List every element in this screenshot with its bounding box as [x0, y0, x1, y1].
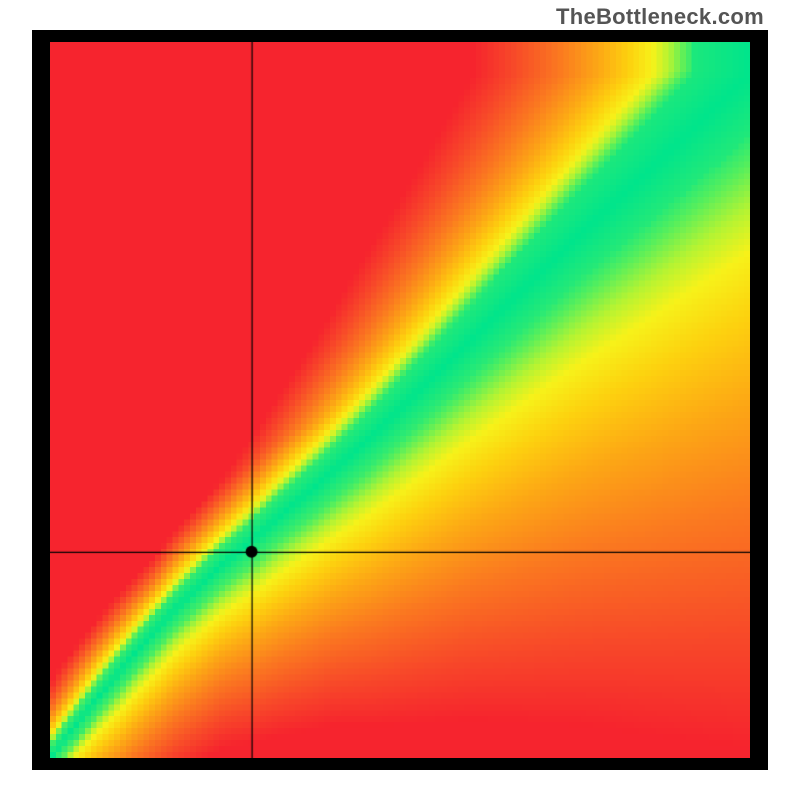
watermark-text: TheBottleneck.com: [556, 4, 764, 30]
crosshair-overlay: [50, 42, 750, 758]
